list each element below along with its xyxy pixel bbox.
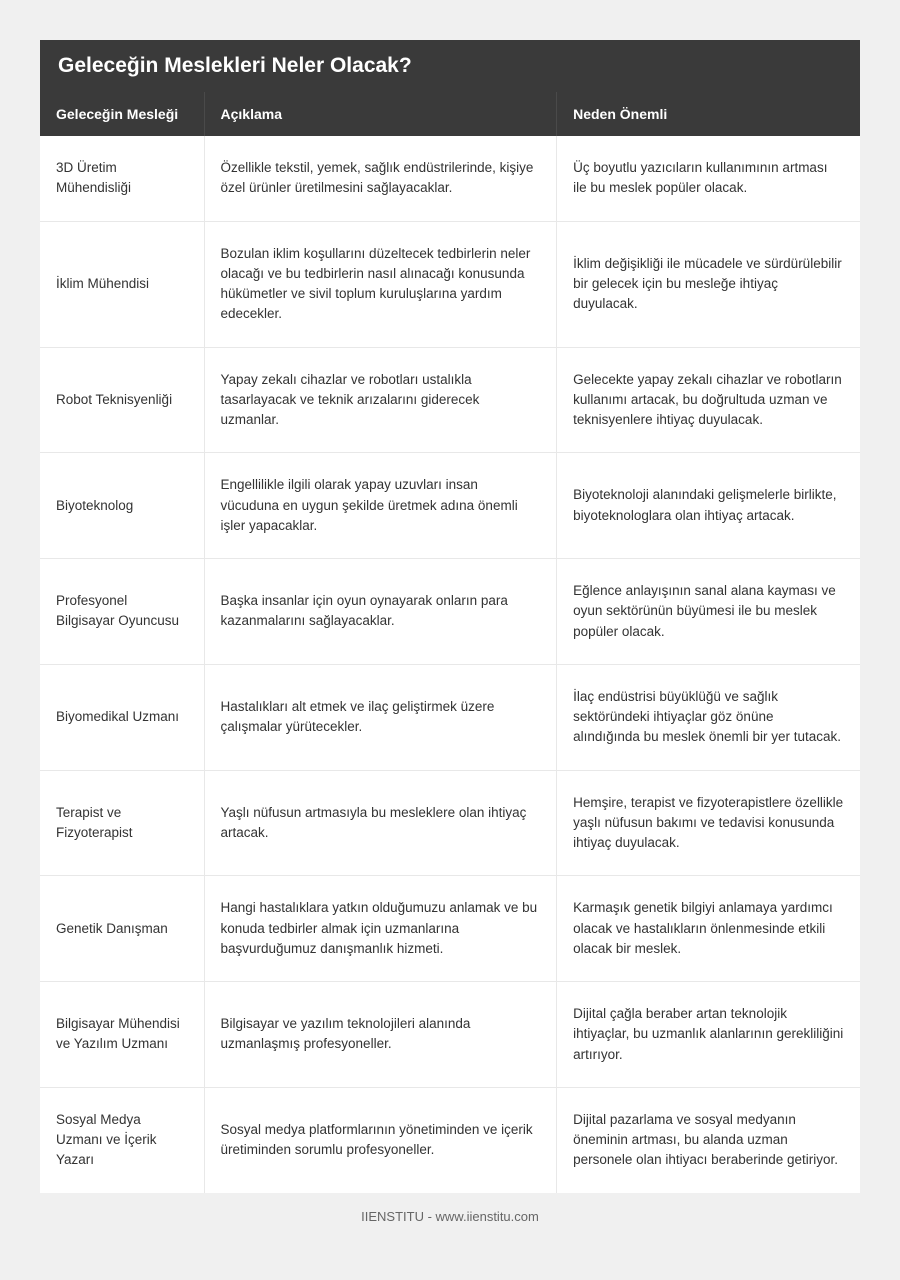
table-row: Profesyonel Bilgisayar Oyuncusu Başka in… <box>40 559 860 665</box>
table-row: Terapist ve Fizyoterapist Yaşlı nüfusun … <box>40 770 860 876</box>
table-row: İklim Mühendisi Bozulan iklim koşulların… <box>40 221 860 347</box>
cell-importance: İlaç endüstrisi büyüklüğü ve sağlık sekt… <box>557 664 860 770</box>
cell-description: Sosyal medya platformlarının yönetiminde… <box>204 1087 557 1192</box>
cell-description: Yaşlı nüfusun artmasıyla bu mesleklere o… <box>204 770 557 876</box>
header-description: Açıklama <box>204 92 557 136</box>
cell-description: Özellikle tekstil, yemek, sağlık endüstr… <box>204 136 557 221</box>
table-row: 3D Üretim Mühendisliği Özellikle tekstil… <box>40 136 860 221</box>
table-row: Genetik Danışman Hangi hastalıklara yatk… <box>40 876 860 982</box>
footer-text: IIENSTITU - www.iienstitu.com <box>40 1193 860 1240</box>
cell-importance: Eğlence anlayışının sanal alana kayması … <box>557 559 860 665</box>
cell-description: Yapay zekalı cihazlar ve robotları ustal… <box>204 347 557 453</box>
header-profession: Geleceğin Mesleği <box>40 92 204 136</box>
table-row: Biyomedikal Uzmanı Hastalıkları alt etme… <box>40 664 860 770</box>
cell-description: Başka insanlar için oyun oynayarak onlar… <box>204 559 557 665</box>
cell-importance: Üç boyutlu yazıcıların kullanımının artm… <box>557 136 860 221</box>
table-body: 3D Üretim Mühendisliği Özellikle tekstil… <box>40 136 860 1193</box>
header-row: Geleceğin Mesleği Açıklama Neden Önemli <box>40 92 860 136</box>
cell-profession: Sosyal Medya Uzmanı ve İçerik Yazarı <box>40 1087 204 1192</box>
cell-profession: Robot Teknisyenliği <box>40 347 204 453</box>
cell-profession: Genetik Danışman <box>40 876 204 982</box>
table-row: Biyoteknolog Engellilikle ilgili olarak … <box>40 453 860 559</box>
table-row: Robot Teknisyenliği Yapay zekalı cihazla… <box>40 347 860 453</box>
table-container: Geleceğin Meslekleri Neler Olacak? Gelec… <box>40 40 860 1193</box>
cell-description: Bilgisayar ve yazılım teknolojileri alan… <box>204 982 557 1088</box>
cell-profession: Profesyonel Bilgisayar Oyuncusu <box>40 559 204 665</box>
cell-importance: Biyoteknoloji alanındaki gelişmelerle bi… <box>557 453 860 559</box>
cell-importance: Gelecekte yapay zekalı cihazlar ve robot… <box>557 347 860 453</box>
cell-description: Bozulan iklim koşullarını düzeltecek ted… <box>204 221 557 347</box>
cell-description: Hangi hastalıklara yatkın olduğumuzu anl… <box>204 876 557 982</box>
cell-importance: İklim değişikliği ile mücadele ve sürdür… <box>557 221 860 347</box>
header-importance: Neden Önemli <box>557 92 860 136</box>
table-row: Bilgisayar Mühendisi ve Yazılım Uzmanı B… <box>40 982 860 1088</box>
cell-profession: İklim Mühendisi <box>40 221 204 347</box>
cell-profession: Biyomedikal Uzmanı <box>40 664 204 770</box>
cell-importance: Hemşire, terapist ve fizyoterapistlere ö… <box>557 770 860 876</box>
cell-profession: Bilgisayar Mühendisi ve Yazılım Uzmanı <box>40 982 204 1088</box>
cell-importance: Dijital çağla beraber artan teknolojik i… <box>557 982 860 1088</box>
cell-description: Hastalıkları alt etmek ve ilaç geliştirm… <box>204 664 557 770</box>
cell-profession: Biyoteknolog <box>40 453 204 559</box>
table-row: Sosyal Medya Uzmanı ve İçerik Yazarı Sos… <box>40 1087 860 1192</box>
cell-importance: Karmaşık genetik bilgiyi anlamaya yardım… <box>557 876 860 982</box>
cell-description: Engellilikle ilgili olarak yapay uzuvlar… <box>204 453 557 559</box>
page-title: Geleceğin Meslekleri Neler Olacak? <box>40 40 860 92</box>
cell-profession: 3D Üretim Mühendisliği <box>40 136 204 221</box>
cell-importance: Dijital pazarlama ve sosyal medyanın öne… <box>557 1087 860 1192</box>
cell-profession: Terapist ve Fizyoterapist <box>40 770 204 876</box>
professions-table: Geleceğin Mesleği Açıklama Neden Önemli … <box>40 92 860 1193</box>
